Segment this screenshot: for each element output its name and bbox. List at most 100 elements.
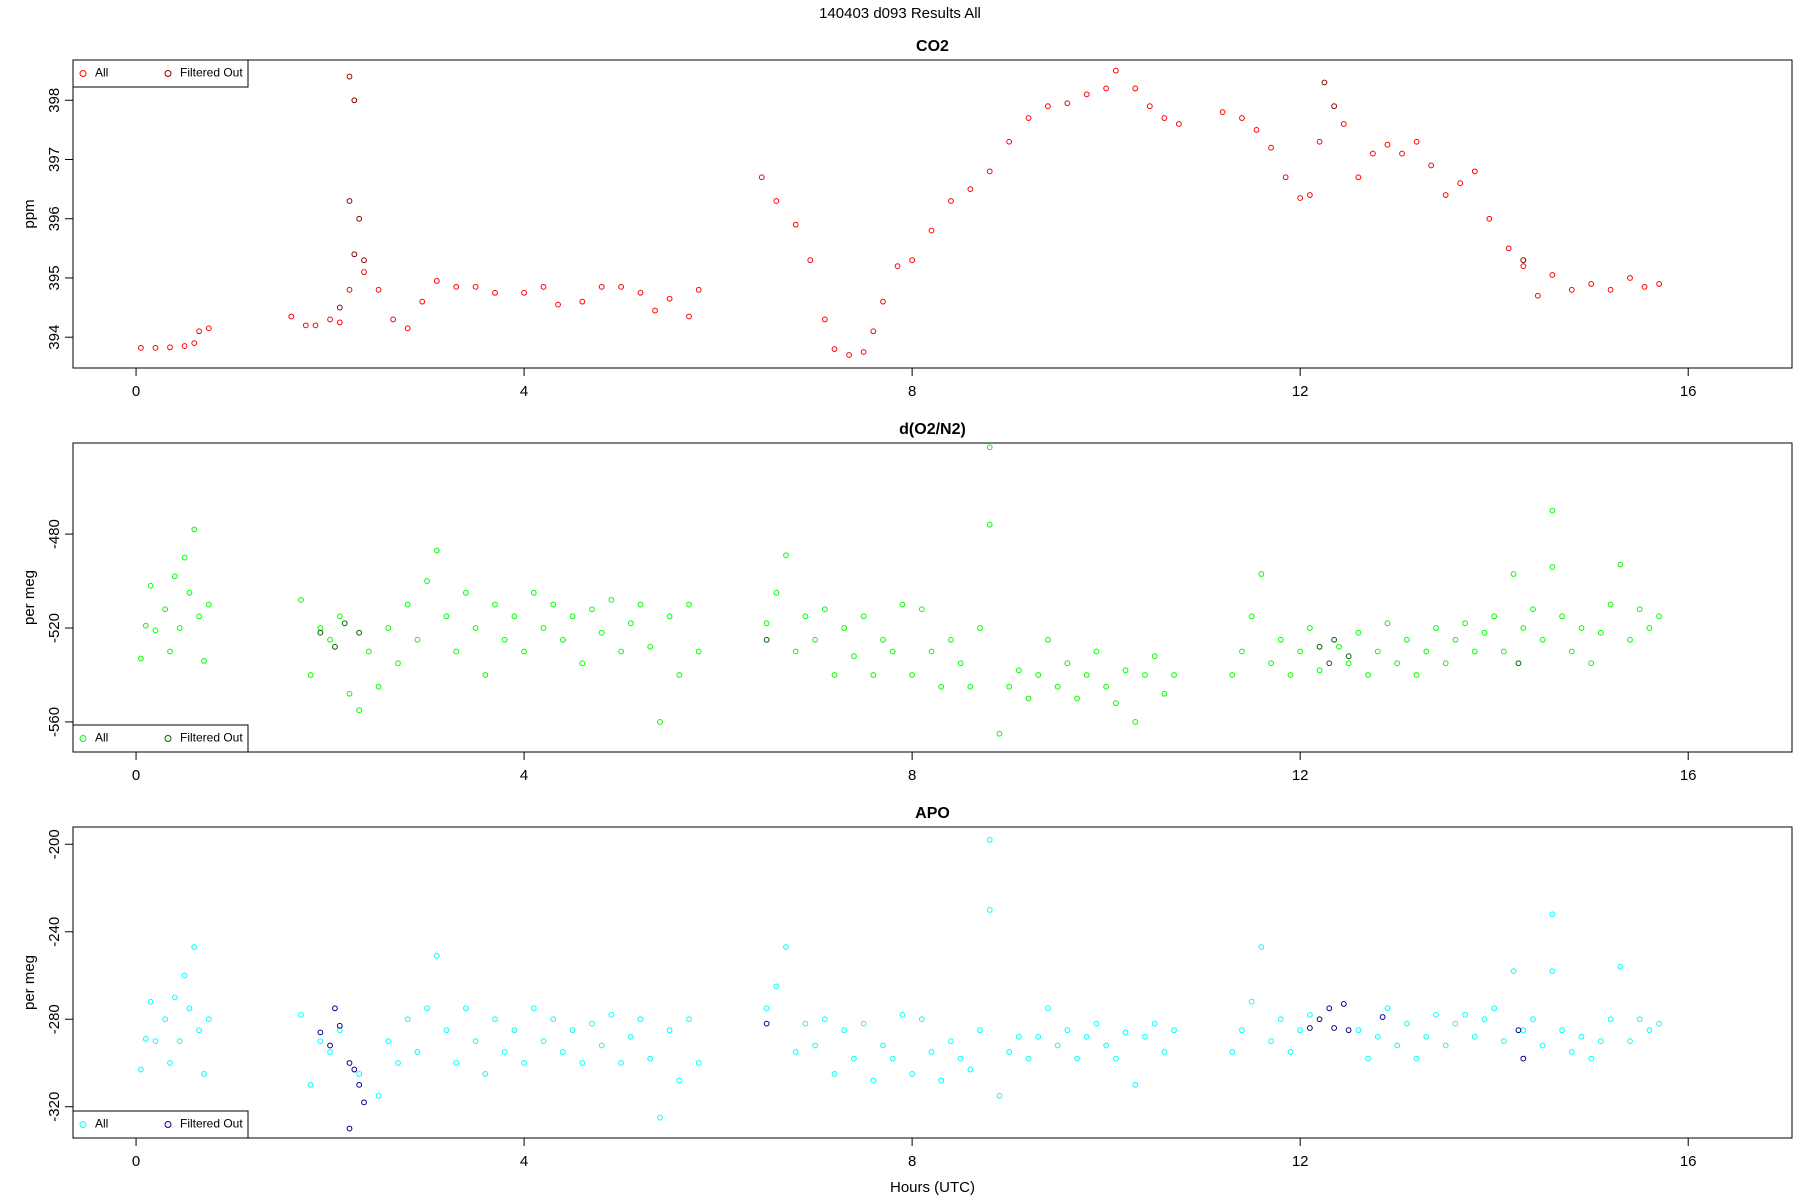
data-point: [821, 1016, 828, 1023]
data-point: [327, 1042, 333, 1049]
data-point: [851, 1055, 857, 1062]
data-point: [346, 1125, 353, 1132]
data-point: [196, 613, 203, 620]
data-point: [1530, 1016, 1536, 1023]
data-point: [171, 573, 178, 580]
data-point: [375, 1092, 382, 1099]
data-point: [831, 672, 838, 678]
legend-marker: [164, 1121, 172, 1128]
data-point: [414, 1049, 421, 1055]
data-point: [1520, 625, 1527, 631]
data-point: [346, 286, 353, 293]
data-point: [1394, 1042, 1401, 1049]
data-point: [1413, 672, 1420, 678]
data-point: [351, 251, 358, 258]
data-point: [1403, 636, 1410, 643]
data-point: [1297, 195, 1304, 201]
legend-label: Filtered Out: [180, 731, 243, 745]
x-tick-label: 12: [1292, 1153, 1309, 1170]
data-point: [1423, 1033, 1430, 1040]
data-point: [1520, 1055, 1527, 1062]
data-point: [1006, 138, 1013, 145]
y-tick-label: -280: [46, 1004, 63, 1034]
data-point: [1549, 564, 1556, 570]
data-point: [1219, 109, 1226, 116]
data-point: [1588, 1055, 1595, 1062]
data-point: [957, 1055, 964, 1062]
data-point: [802, 613, 809, 620]
data-point: [1481, 629, 1488, 636]
data-point: [763, 636, 770, 643]
legend-marker: [79, 1121, 87, 1128]
data-point: [138, 1066, 144, 1073]
data-point: [1656, 280, 1662, 287]
data-point: [1176, 121, 1182, 127]
data-point: [1306, 192, 1313, 198]
data-point: [433, 952, 440, 959]
data-point: [579, 660, 586, 667]
data-point: [666, 1027, 673, 1034]
data-point: [579, 1060, 586, 1066]
data-point: [1374, 1033, 1381, 1040]
plot-frame: [72, 59, 1793, 369]
data-point: [1239, 1027, 1245, 1034]
data-point: [1365, 1055, 1371, 1062]
data-point: [365, 648, 372, 655]
data-point: [1345, 653, 1352, 660]
data-point: [1025, 695, 1032, 702]
data-point: [957, 660, 964, 667]
data-point: [385, 625, 392, 631]
data-point: [361, 269, 367, 275]
data-point: [482, 1071, 489, 1077]
data-point: [1442, 660, 1449, 667]
data-point: [846, 352, 852, 358]
y-tick-label: 396: [46, 206, 63, 231]
data-point: [492, 1016, 498, 1023]
data-point: [773, 983, 780, 990]
data-point: [1520, 257, 1527, 264]
data-point: [618, 283, 625, 290]
data-point: [1064, 100, 1071, 107]
data-point: [1258, 944, 1265, 950]
data-point: [1331, 1025, 1338, 1031]
data-point: [657, 1114, 663, 1121]
data-point: [1515, 660, 1522, 667]
data-point: [312, 322, 319, 329]
legend-box: [72, 1110, 249, 1139]
data-point: [317, 629, 324, 636]
legend-box: [72, 59, 249, 88]
data-point: [196, 328, 203, 335]
data-point: [894, 263, 901, 270]
data-point: [1229, 1049, 1236, 1055]
data-point: [404, 601, 411, 608]
x-tick-label: 4: [520, 1153, 528, 1170]
data-point: [492, 601, 498, 608]
data-point: [666, 295, 673, 302]
data-point: [317, 1038, 324, 1045]
data-point: [1142, 1033, 1148, 1040]
data-point: [1578, 1033, 1585, 1040]
data-point: [201, 657, 207, 664]
data-point: [598, 1042, 605, 1049]
data-point: [1379, 1014, 1386, 1020]
data-point: [938, 1077, 945, 1084]
data-point: [1510, 968, 1517, 975]
data-point: [1297, 1027, 1304, 1034]
data-point: [1015, 1033, 1022, 1040]
data-point: [1025, 115, 1032, 121]
data-point: [191, 526, 198, 533]
data-point: [1248, 613, 1255, 620]
data-point: [307, 1081, 314, 1088]
data-point: [1568, 286, 1575, 293]
data-point: [1006, 1049, 1013, 1055]
data-point: [763, 1005, 770, 1012]
data-point: [589, 1020, 595, 1027]
data-point: [821, 316, 828, 323]
panel-title: APO: [915, 805, 950, 822]
data-point: [351, 97, 358, 104]
data-point: [1253, 126, 1260, 133]
data-point: [414, 636, 421, 643]
data-point: [1627, 636, 1633, 643]
data-point: [647, 643, 654, 650]
data-point: [996, 1092, 1003, 1099]
